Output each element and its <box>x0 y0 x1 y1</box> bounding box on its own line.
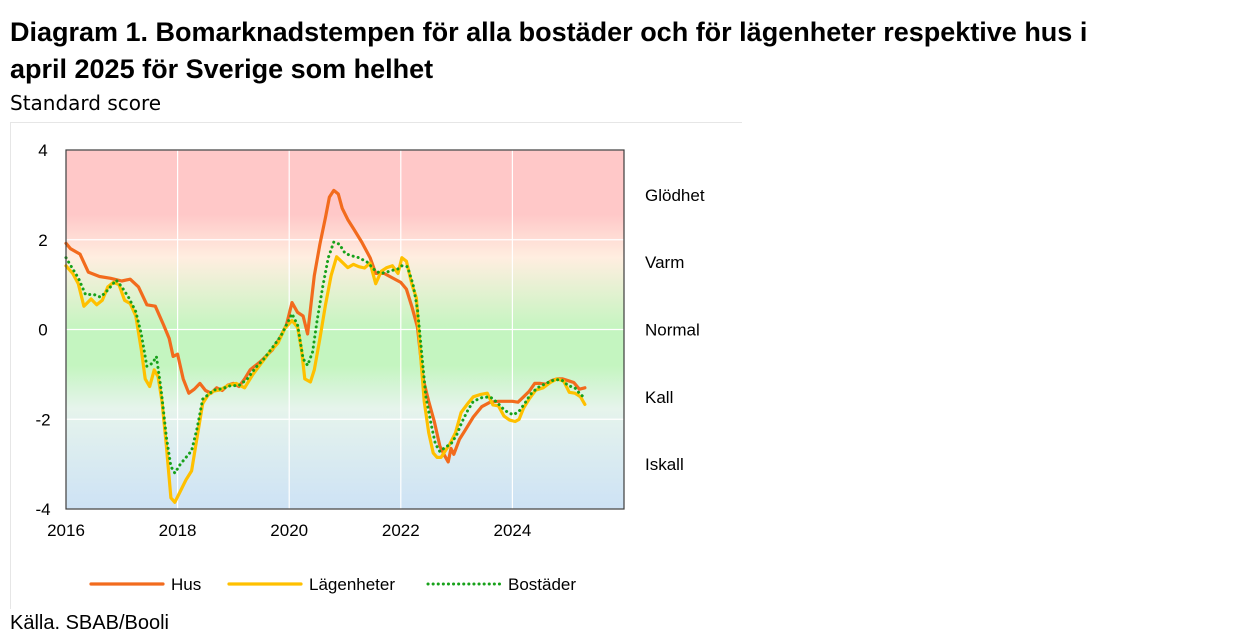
x-tick-label: 2016 <box>47 521 85 540</box>
y-tick-label: 0 <box>38 321 47 340</box>
x-tick-label: 2018 <box>159 521 197 540</box>
legend-label: Bostäder <box>508 575 576 594</box>
zone-label: Normal <box>645 321 700 340</box>
zone-label: Glödhet <box>645 186 705 205</box>
series-line-2 <box>64 255 587 504</box>
x-tick-label: 2020 <box>270 521 308 540</box>
y-axis-unit-label: Standard score <box>10 91 162 115</box>
chart-container: 4 2 0 -2 -4 2016 2018 2020 2022 2024 Glödhet Varm No… <box>10 122 742 609</box>
legend-label: Hus <box>171 575 201 594</box>
y-tick-label: 4 <box>38 141 47 160</box>
source-note: Källa. SBAB/Booli <box>10 612 169 634</box>
zone-label: Varm <box>645 253 684 272</box>
y-tick-label: -2 <box>35 410 50 429</box>
zone-label: Kall <box>645 388 673 407</box>
x-tick-label: 2024 <box>493 521 531 540</box>
legend-label: Lägenheter <box>309 575 395 594</box>
y-tick-label: -4 <box>35 500 50 519</box>
chart-title: Diagram 1. Bomarknadstempen för alla bos… <box>10 14 1258 88</box>
plot-frame <box>65 149 625 510</box>
x-tick-label: 2022 <box>382 521 420 540</box>
chart-title-line-1: Diagram 1. Bomarknadstempen för alla bos… <box>10 17 1088 47</box>
chart-title-line-2: april 2025 för Sverige som helhet <box>10 54 434 84</box>
y-tick-label: 2 <box>38 231 47 250</box>
series-line-1 <box>64 188 587 464</box>
line-chart: 4 2 0 -2 -4 2016 2018 2020 2022 2024 Glödhet Varm No… <box>35 141 705 594</box>
zone-label: Iskall <box>645 455 684 474</box>
series-line-3 <box>64 240 587 475</box>
